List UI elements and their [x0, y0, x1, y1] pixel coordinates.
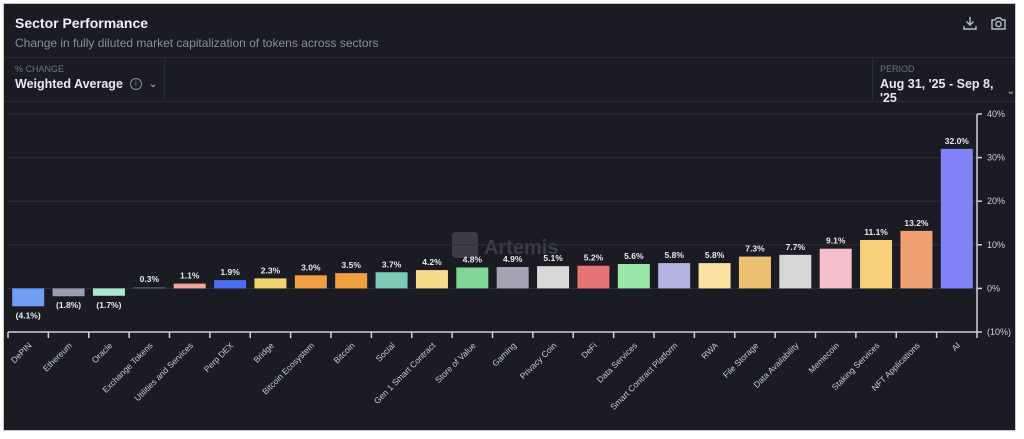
bar [92, 288, 125, 296]
x-tick-label: Data Services [595, 340, 639, 384]
x-tick-label: Store of Value [433, 340, 478, 385]
x-tick-label: Smart Contract Platform [608, 340, 680, 412]
bar [254, 278, 287, 289]
bar [779, 254, 812, 289]
chart-subtitle: Change in fully diluted market capitaliz… [15, 36, 379, 50]
bar [52, 288, 85, 297]
x-tick-label: Perp DEX [202, 340, 236, 374]
x-tick-label: Social [374, 340, 398, 364]
bar [738, 256, 771, 289]
data-label: (4.1%) [16, 310, 41, 320]
data-label: (1.7%) [96, 300, 121, 310]
data-label: 5.6% [624, 251, 644, 261]
x-tick-label: Bitcoin [331, 340, 356, 365]
data-label: 9.1% [826, 236, 846, 246]
camera-icon[interactable] [990, 15, 1007, 31]
data-label: 1.9% [220, 267, 240, 277]
data-label: 1.1% [180, 271, 200, 281]
bar [214, 280, 247, 289]
data-label: 4.2% [422, 257, 442, 267]
metric-select[interactable]: % CHANGE Weighted Average i ⌄ [15, 64, 157, 91]
metric-label: % CHANGE [15, 64, 65, 74]
x-tick-label: RWA [699, 340, 720, 361]
bar [294, 275, 327, 289]
x-tick-label: Oracle [90, 340, 115, 365]
y-tick-label: 10% [987, 240, 1005, 250]
x-tick-label: Gaming [490, 340, 518, 368]
watermark-text: Artemis [484, 237, 558, 259]
bar [496, 267, 529, 289]
x-tick-label: DeFi [579, 340, 599, 360]
data-label: 32.0% [945, 136, 970, 146]
bar [577, 265, 610, 289]
data-label: 5.8% [705, 250, 725, 260]
y-tick-label: 30% [987, 153, 1005, 163]
chevron-down-icon[interactable]: ⌄ [148, 78, 158, 90]
bar [537, 266, 570, 289]
y-tick-label: (10%) [987, 327, 1011, 337]
period-label: PERIOD [880, 64, 915, 74]
bar [12, 288, 45, 307]
y-tick-label: 40% [987, 109, 1005, 119]
x-tick-label: DePIN [9, 340, 34, 365]
bar [940, 148, 973, 289]
y-tick-label: 0% [987, 283, 1000, 293]
bar [375, 272, 408, 289]
divider [164, 58, 165, 101]
data-label: 3.0% [301, 262, 321, 272]
download-icon[interactable] [962, 15, 978, 31]
data-label: 3.7% [382, 259, 402, 269]
period-select[interactable]: PERIOD Aug 31, '25 - Sep 8, '25 ⌄ [880, 64, 1015, 105]
bar [415, 270, 448, 289]
data-label: 0.3% [140, 274, 160, 284]
data-label: 7.7% [786, 242, 806, 252]
metric-value: Weighted Average [15, 77, 123, 91]
data-label: 7.3% [745, 244, 765, 254]
bar [173, 283, 206, 289]
bar [658, 263, 691, 289]
x-tick-label: AI [949, 340, 962, 353]
data-label: 5.2% [584, 253, 604, 263]
data-label: 3.5% [342, 260, 362, 270]
divider [872, 58, 873, 101]
bar [456, 267, 489, 289]
artemis-watermark: Artemis [452, 232, 558, 259]
period-value: Aug 31, '25 - Sep 8, '25 [880, 77, 994, 105]
x-tick-label: File Storage [721, 340, 761, 380]
bar [900, 230, 933, 289]
controls-row: % CHANGE Weighted Average i ⌄ PERIOD Aug 3… [4, 57, 1015, 105]
bar [133, 287, 166, 289]
bar [819, 248, 852, 289]
data-label: 11.1% [864, 227, 888, 237]
x-tick-label: Ethereum [41, 340, 74, 373]
y-tick-label: 20% [987, 196, 1005, 206]
chevron-down-icon[interactable]: ⌄ [1006, 85, 1015, 97]
data-label: (1.8%) [56, 300, 81, 310]
sector-performance-card: Sector Performance Change in fully dilut… [3, 3, 1016, 431]
data-label: 4.9% [503, 254, 523, 264]
bar [335, 273, 368, 289]
data-label: 5.8% [665, 250, 685, 260]
x-tick-label: Bridge [251, 340, 276, 365]
x-tick-label: Memecoin [806, 340, 841, 375]
bar [860, 240, 893, 289]
bar [698, 263, 731, 289]
data-label: 13.2% [904, 218, 929, 228]
data-label: 4.8% [463, 254, 483, 264]
info-icon[interactable]: i [129, 78, 142, 90]
x-tick-label: Privacy Coin [518, 340, 559, 381]
data-label: 5.1% [543, 253, 563, 263]
data-label: 2.3% [261, 265, 281, 275]
chart-title: Sector Performance [15, 15, 149, 31]
bar [617, 263, 650, 289]
